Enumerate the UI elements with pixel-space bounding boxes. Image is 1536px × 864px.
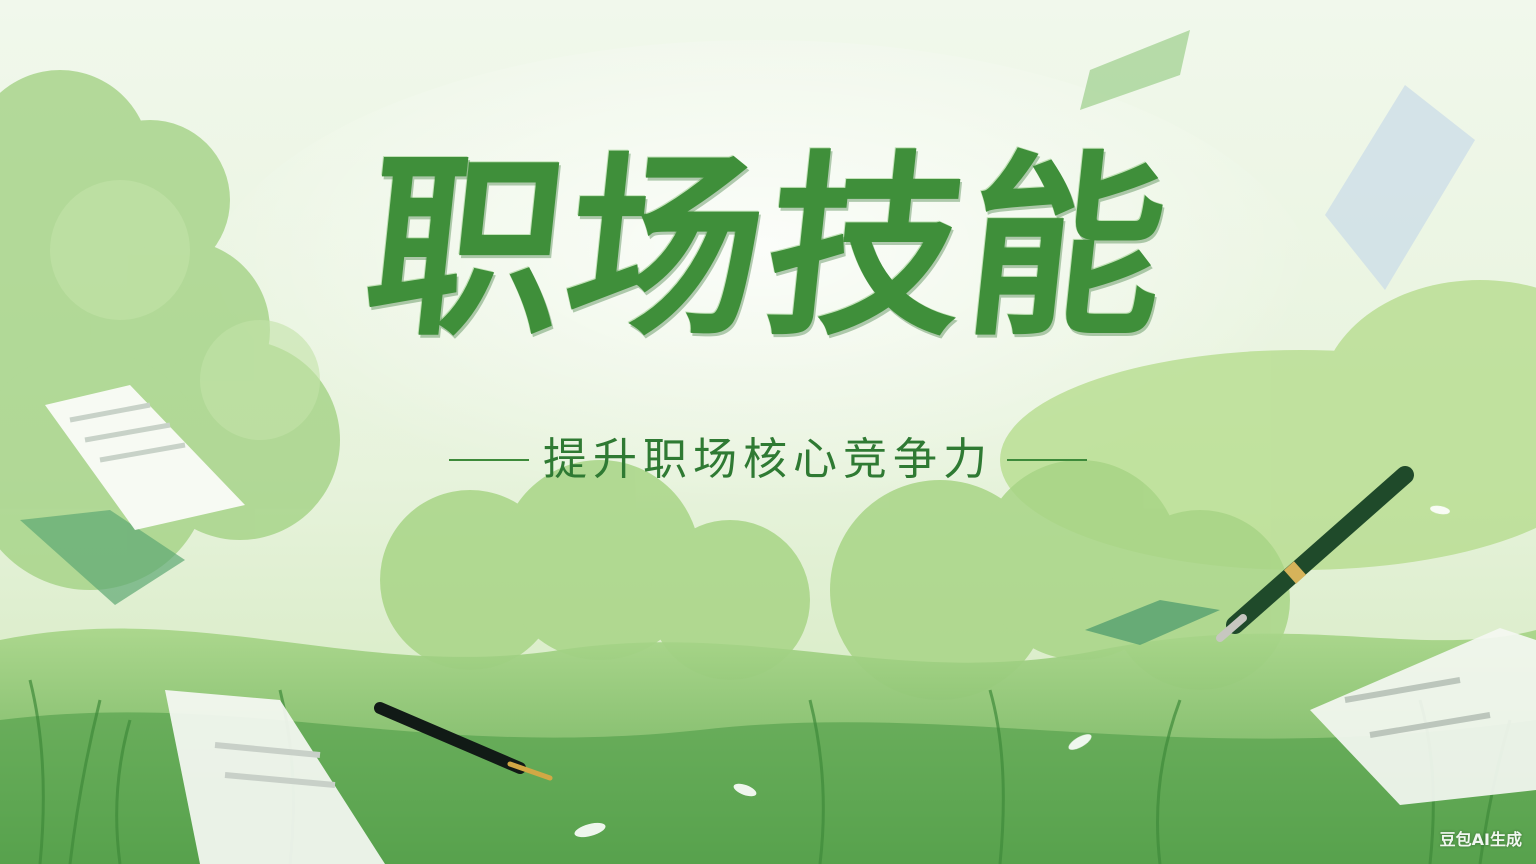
watermark: 豆包AI生成 [1439, 830, 1522, 849]
subtitle-row: 提升职场核心竞争力 [0, 428, 1536, 492]
fountain-pen-icon [374, 702, 553, 781]
fountain-pen-icon [1216, 466, 1414, 642]
petal-icon [574, 505, 1450, 838]
paper-sheet-icon [45, 385, 245, 530]
mid-bushes [380, 460, 1290, 700]
paper-sheet-icon [165, 690, 385, 864]
paper-sheet-icon [1310, 628, 1536, 805]
paper-sheet-icon [1325, 85, 1475, 290]
left-divider [449, 459, 529, 461]
right-divider [1007, 459, 1087, 461]
subtitle: 提升职场核心竞争力 [543, 434, 993, 485]
page-title: 职场技能 [355, 133, 1181, 363]
paper-sheet-icon [1080, 30, 1190, 110]
